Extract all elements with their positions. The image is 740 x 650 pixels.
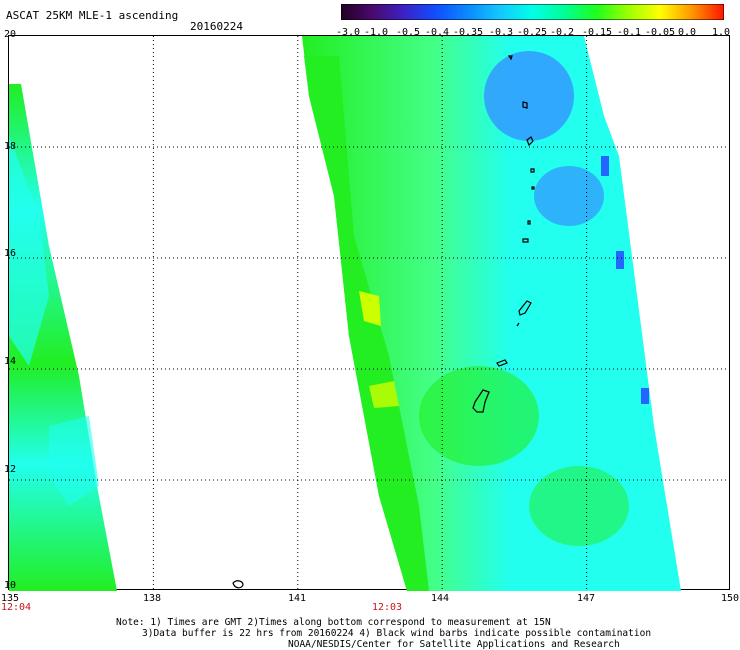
green-patch-2	[529, 466, 629, 546]
lat-tick-label: 10	[4, 580, 17, 591]
island-coastline	[507, 55, 513, 61]
note-line-2: 3)Data buffer is 22 hrs from 20160224 4)…	[142, 628, 652, 639]
island-coastline	[527, 220, 531, 225]
island-coastline	[516, 322, 520, 327]
colorbar-tick-label: -3.0	[335, 27, 361, 38]
lat-tick-label: 12	[4, 464, 17, 475]
island-coastline	[526, 136, 534, 147]
swath-time-label: 12:04	[0, 602, 32, 613]
lon-tick-label: 138	[142, 593, 162, 604]
blue-pixel	[601, 156, 609, 176]
colorbar-tick-label: 0.0	[677, 27, 697, 38]
lat-tick-label: 14	[4, 356, 17, 367]
blue-pixel-3	[641, 388, 649, 404]
blue-pixel-2	[616, 251, 624, 269]
island-coastline	[472, 389, 490, 413]
colorbar	[340, 3, 725, 21]
island-coastline	[522, 238, 529, 243]
green-patch	[419, 366, 539, 466]
chart-title: ASCAT 25KM MLE-1 ascending	[6, 9, 179, 22]
colorbar-tick-label: -0.1	[616, 27, 642, 38]
lat-tick-label: 16	[4, 248, 17, 259]
colorbar-tick-label: -1.0	[363, 27, 389, 38]
colorbar-tick-label: 1.0	[711, 27, 731, 38]
island-coastline	[530, 168, 535, 173]
lon-tick-label: 147	[576, 593, 596, 604]
right-swath-west-edge	[304, 56, 429, 591]
left-swath-cyan-patch	[9, 136, 49, 366]
colorbar-tick-label: -0.5	[395, 27, 421, 38]
colorbar-gradient	[340, 3, 725, 21]
colorbar-tick-label: -0.15	[581, 27, 613, 38]
colorbar-labels: -3.0 -1.0 -0.5 -0.4 -0.35 -0.3 -0.25 -0.2 -0.15-…	[330, 27, 740, 39]
island-coastline	[496, 359, 508, 367]
island-coastline	[232, 580, 244, 589]
colorbar-tick-label: -0.3	[488, 27, 514, 38]
footnotes: Note: 1) Times are GMT 2)Times along bot…	[116, 617, 651, 650]
yellow-patch	[359, 291, 381, 326]
map-panel	[8, 35, 731, 591]
blue-patch-north	[484, 51, 574, 141]
colorbar-tick-label: -0.4	[424, 27, 450, 38]
lon-tick-label: 141	[287, 593, 307, 604]
credit-line: NOAA/NESDIS/Center for Satellite Applica…	[288, 639, 620, 650]
note-line-1: Note: 1) Times are GMT 2)Times along bot…	[116, 617, 551, 628]
colorbar-tick-label: -0.05	[644, 27, 676, 38]
island-coastline	[518, 300, 532, 316]
colorbar-tick-label: -0.35	[452, 27, 484, 38]
colorbar-tick-label: -0.25	[516, 27, 548, 38]
swath-time-label: 12:03	[371, 602, 403, 613]
lat-tick-label: 20	[4, 29, 17, 40]
blue-patch-mid	[534, 166, 604, 226]
chart-date: 20160224	[190, 20, 243, 33]
lat-tick-label: 18	[4, 141, 17, 152]
lon-tick-label: 144	[430, 593, 450, 604]
lon-tick-label: 135	[0, 593, 20, 604]
yellow-patch-2	[369, 381, 399, 408]
colorbar-tick-label: -0.2	[549, 27, 575, 38]
island-coastline	[522, 101, 528, 109]
map-svg	[9, 36, 731, 591]
lon-tick-label: 150	[720, 593, 740, 604]
left-swath-cyan-patch-2	[49, 416, 99, 506]
island-coastline	[531, 186, 535, 190]
